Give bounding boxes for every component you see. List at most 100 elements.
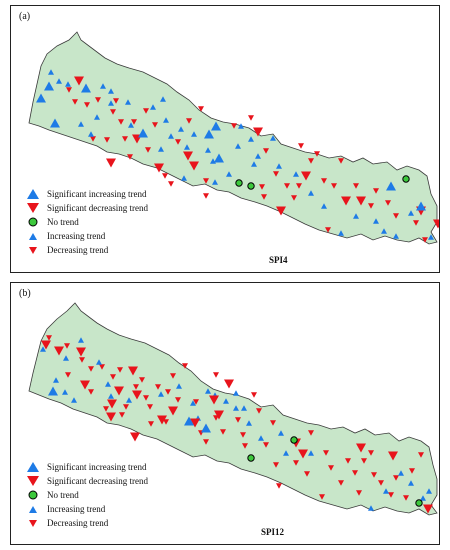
station-dec (220, 429, 226, 435)
station-dec (345, 458, 351, 464)
station-sig-inc (81, 83, 91, 93)
station-dec (131, 119, 137, 125)
station-inc (212, 179, 218, 185)
station-inc (308, 450, 314, 456)
station-sig-dec (168, 406, 178, 416)
station-no-trend (247, 454, 255, 462)
station-sig-dec (388, 451, 398, 461)
station-sig-inc (214, 153, 224, 163)
station-sig-inc (204, 129, 214, 139)
station-inc (368, 505, 374, 511)
station-dec (163, 419, 169, 425)
station-inc (353, 213, 359, 219)
station-sig-dec (130, 432, 140, 442)
station-dec (213, 372, 219, 378)
station-no-trend (247, 182, 255, 190)
station-dec (90, 136, 96, 142)
station-sig-dec (298, 449, 308, 459)
station-inc (100, 83, 106, 89)
station-dec (298, 143, 304, 149)
station-dec (242, 443, 248, 449)
station-inc (426, 488, 432, 494)
station-dec (139, 377, 145, 383)
station-dec (338, 480, 344, 486)
station-dec (409, 468, 415, 474)
stations-b (40, 335, 433, 514)
station-dec (261, 194, 267, 200)
station-dec (248, 115, 254, 121)
station-inc (78, 121, 84, 127)
station-dec (323, 450, 329, 456)
station-sig-inc (48, 386, 58, 396)
station-dec (143, 108, 149, 114)
station-inc (205, 388, 211, 394)
station-dec (263, 148, 269, 154)
station-dec (284, 183, 290, 189)
station-sig-dec (154, 163, 164, 173)
station-dec (385, 200, 391, 206)
large-blue-triangle-icon (27, 189, 39, 199)
station-dec (95, 97, 101, 103)
station-inc (321, 203, 327, 209)
station-dec (122, 136, 128, 142)
legend-label-dec: Decreasing trend (47, 518, 109, 528)
station-dec (64, 343, 70, 349)
station-inc (108, 88, 114, 94)
legend-row-no-trend: No trend (25, 215, 148, 229)
station-inc (53, 377, 59, 383)
station-inc (108, 393, 114, 399)
station-inc (65, 81, 71, 87)
station-dec (231, 123, 237, 129)
station-dec (273, 462, 279, 468)
station-inc (160, 96, 166, 102)
station-dec (368, 203, 374, 209)
legend-label-no-trend: No trend (47, 490, 79, 500)
station-dec (193, 399, 199, 405)
station-dec (119, 412, 125, 418)
station-inc (205, 147, 211, 153)
station-inc (408, 480, 414, 486)
station-inc (48, 69, 54, 75)
station-dec (353, 183, 359, 189)
station-dec (168, 181, 174, 187)
station-dec (388, 492, 394, 498)
station-inc (63, 355, 69, 361)
station-inc (283, 450, 289, 456)
legend-b: Significant increasing trend Significant… (25, 460, 148, 530)
station-dec (145, 147, 151, 153)
panel-label-a: (a) (19, 11, 31, 22)
station-dec (79, 357, 85, 363)
station-inc (393, 233, 399, 239)
station-inc (241, 405, 247, 411)
station-inc (176, 383, 182, 389)
station-dec (152, 122, 158, 128)
station-inc (40, 346, 46, 352)
small-red-triangle-down-icon (29, 520, 37, 527)
station-sig-inc (386, 181, 396, 191)
station-inc (278, 430, 284, 436)
green-circle-icon (28, 490, 38, 500)
station-dec (403, 495, 409, 501)
station-inc (181, 175, 187, 181)
station-dec (84, 102, 90, 108)
station-dec (72, 99, 78, 105)
legend-row-inc: Increasing trend (25, 229, 148, 243)
station-sig-dec (54, 346, 64, 356)
legend-label-sig-dec: Significant decreasing trend (47, 203, 148, 213)
station-dec (304, 471, 310, 477)
station-inc (191, 131, 197, 137)
station-dec (422, 237, 428, 243)
station-dec (203, 178, 209, 184)
legend-row-sig-inc: Significant increasing trend (25, 187, 148, 201)
station-dec (104, 137, 110, 143)
station-inc (308, 190, 314, 196)
station-inc (190, 400, 196, 406)
station-inc (128, 122, 134, 128)
legend-label-no-trend: No trend (47, 217, 79, 227)
station-dec (325, 227, 331, 233)
station-dec (308, 158, 314, 164)
station-no-trend (235, 179, 243, 187)
station-dec (259, 184, 265, 190)
station-inc (56, 78, 62, 84)
station-dec (143, 395, 149, 401)
